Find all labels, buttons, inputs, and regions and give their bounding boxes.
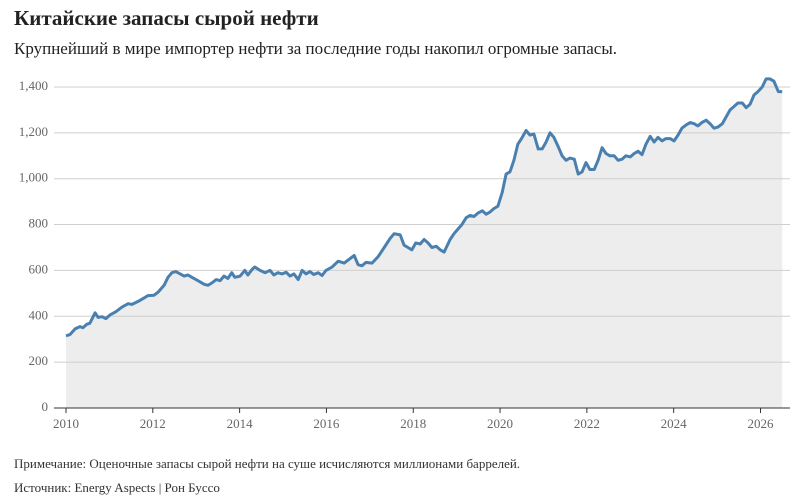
x-tick-label: 2012 <box>140 416 166 431</box>
x-tick-label: 2024 <box>661 416 688 431</box>
x-tick-label: 2018 <box>400 416 426 431</box>
y-tick-label: 1,200 <box>19 124 48 139</box>
x-tick-label: 2026 <box>747 416 774 431</box>
x-tick-label: 2020 <box>487 416 513 431</box>
chart-title: Китайские запасы сырой нефти <box>14 6 319 30</box>
y-tick-label: 200 <box>29 353 49 368</box>
chart-note: Примечание: Оценочные запасы сырой нефти… <box>14 456 520 471</box>
y-tick-label: 0 <box>42 399 49 414</box>
y-tick-label: 1,400 <box>19 78 48 93</box>
y-tick-label: 600 <box>29 261 49 276</box>
x-tick-label: 2016 <box>313 416 340 431</box>
y-tick-label: 800 <box>29 216 49 231</box>
x-tick-label: 2010 <box>53 416 79 431</box>
x-tick-label: 2014 <box>227 416 254 431</box>
y-tick-label: 400 <box>29 307 49 322</box>
chart-source: Источник: Energy Aspects | Рон Буссо <box>14 480 220 495</box>
line <box>65 77 783 338</box>
area <box>66 78 783 409</box>
x-tick-label: 2022 <box>574 416 600 431</box>
y-tick-label: 1,000 <box>19 170 48 185</box>
chart-subtitle: Крупнейший в мире импортер нефти за посл… <box>14 39 617 58</box>
